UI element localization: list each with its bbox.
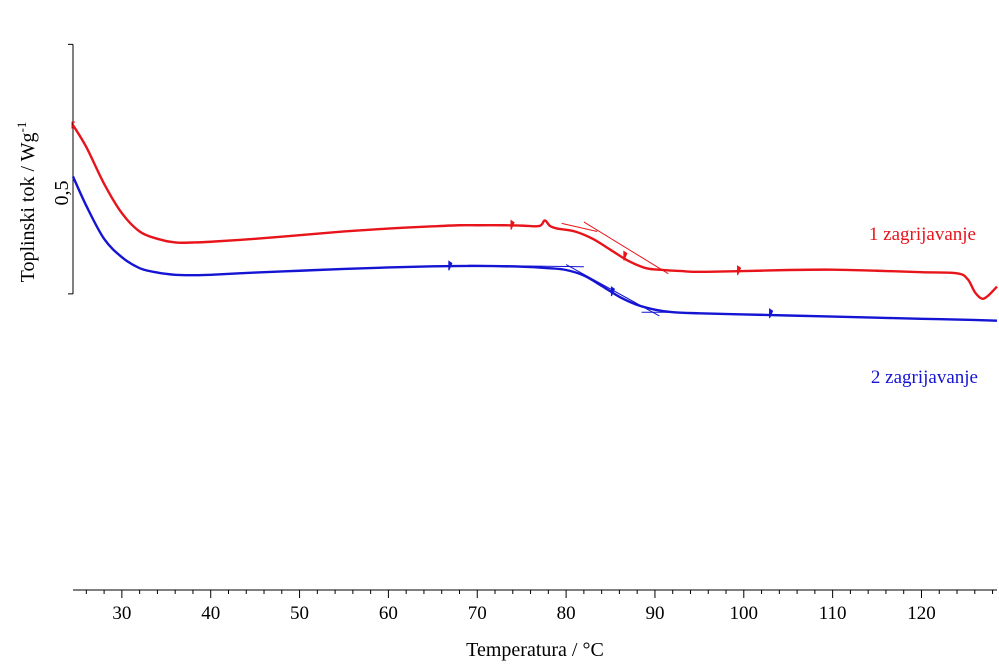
scale-bar-label: 0,5 [51,181,73,206]
tangent-line [565,264,660,317]
x-tick-label: 90 [645,603,664,624]
analysis-marker [510,219,515,230]
tangent-line [583,221,669,275]
analysis-marker [610,286,616,297]
x-tick-label: 120 [907,603,936,624]
series-label-1-zagrijavanje: 1 zagrijavanje [869,224,976,245]
analysis-marker [769,308,774,319]
x-tick-label: 50 [290,603,309,624]
x-tick-label: 30 [112,603,131,624]
tangents-group [468,221,673,317]
tangent-line [468,264,584,268]
analysis-marker [448,260,453,271]
markers-group [448,219,774,319]
x-tick-label: 60 [379,603,398,624]
analysis-marker [623,250,628,261]
y-axis-label: Toplinski tok / Wg-1 [14,122,39,283]
series-start-marker [71,121,75,129]
y-axis-label-superscript: -1 [14,122,29,133]
tangent-line [561,222,598,232]
x-tick-label: 80 [557,603,576,624]
x-axis-label: Temperatura / °C [466,639,604,661]
y-axis-label-text: Toplinski tok / Wg [17,132,39,282]
series-label-2-zagrijavanje: 2 zagrijavanje [871,367,978,388]
x-tick-label: 110 [819,603,847,624]
x-tick-label: 70 [468,603,487,624]
x-axis: 30 40 50 60 70 80 90 100 110 120 [73,589,997,624]
series-line-2 [71,175,998,322]
x-tick-label: 40 [201,603,220,624]
series-line-1 [71,124,998,300]
heat-flow-scale-bar [68,43,74,295]
x-tick-label: 100 [730,603,759,624]
series-group [71,121,998,322]
tangent-line [650,269,673,272]
analysis-marker [737,265,742,276]
